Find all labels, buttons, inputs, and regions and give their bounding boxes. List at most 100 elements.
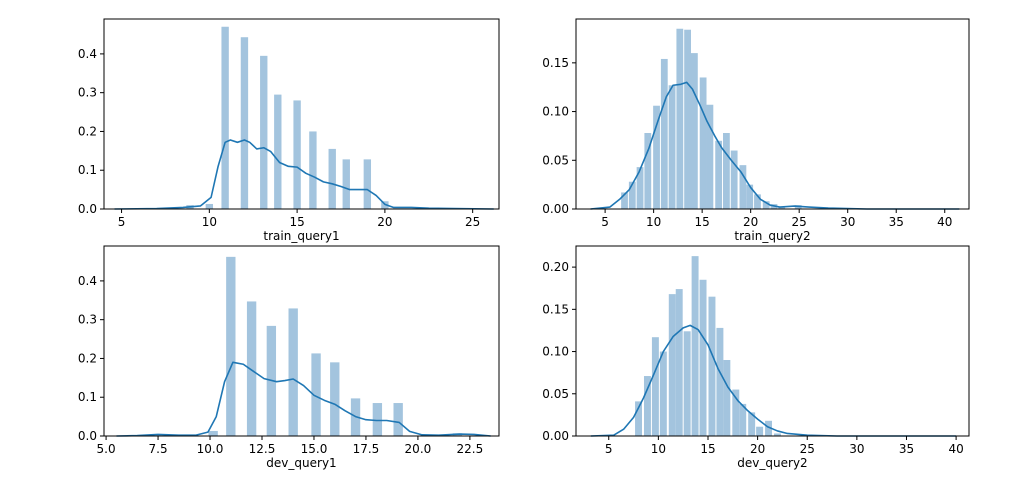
y-tick-label: 0.0 bbox=[78, 202, 97, 216]
x-tick-label: 17.5 bbox=[353, 442, 380, 456]
histogram-bar bbox=[756, 426, 764, 436]
histogram-bar bbox=[716, 327, 724, 436]
histogram-bar bbox=[653, 105, 660, 209]
histogram-bar bbox=[699, 77, 707, 210]
histogram-bar bbox=[328, 148, 336, 209]
axes-frame bbox=[103, 245, 500, 437]
x-axis-label: train_query2 bbox=[734, 229, 810, 243]
y-tick-label: 0.1 bbox=[78, 390, 97, 404]
histogram-bar bbox=[683, 331, 691, 436]
histogram-bar bbox=[342, 159, 350, 209]
histogram-bar bbox=[684, 29, 691, 209]
histogram-bar bbox=[330, 362, 340, 436]
x-tick-label: 10 bbox=[651, 442, 666, 456]
x-tick-label: 35 bbox=[899, 442, 914, 456]
histogram-bar bbox=[708, 296, 716, 436]
x-tick-label: 40 bbox=[937, 215, 952, 229]
x-tick-label: 30 bbox=[849, 442, 864, 456]
y-tick-label: 0.3 bbox=[78, 86, 97, 100]
histogram-bar bbox=[730, 150, 738, 209]
histogram-bar bbox=[293, 100, 301, 209]
x-axis-label: dev_query2 bbox=[737, 456, 807, 470]
histogram-bar bbox=[372, 403, 383, 436]
histogram-bar bbox=[706, 104, 714, 209]
histogram-bar bbox=[675, 289, 683, 436]
histogram-bar bbox=[668, 85, 676, 209]
x-tick-label: 40 bbox=[948, 442, 963, 456]
subplot-1: 5 10 15 20 25 0.0 0.1 0.2 0.3 0.4 train_query1 bbox=[78, 18, 500, 243]
y-tick-label: 0.05 bbox=[542, 387, 569, 401]
y-tick-label: 0.05 bbox=[542, 153, 569, 167]
histogram-bar bbox=[226, 256, 236, 436]
y-tick-label: 0.15 bbox=[542, 56, 569, 70]
histogram-bar bbox=[754, 194, 761, 209]
y-tick-label: 0.10 bbox=[542, 345, 569, 359]
histogram-bar bbox=[668, 294, 676, 436]
x-tick-label: 10.0 bbox=[197, 442, 224, 456]
x-tick-label: 5 bbox=[118, 215, 126, 229]
histogram-bar bbox=[659, 351, 667, 436]
x-tick-label: 10 bbox=[646, 215, 661, 229]
histogram-bar bbox=[621, 192, 628, 209]
histogram-bar bbox=[699, 279, 707, 436]
subplot-4: 5 10 15 20 25 30 35 40 0.00 0.05 0.10 0.15 0.20 dev_q… bbox=[542, 245, 970, 470]
histogram-bar bbox=[311, 353, 321, 436]
histogram-bar bbox=[739, 165, 747, 209]
subplot-3: 5.0 7.5 10.0 12.5 15.0 17.5 20.0 22.5 0.0 0.1 0.2 0… bbox=[78, 245, 500, 470]
histogram-bar bbox=[723, 360, 731, 436]
axes-frame bbox=[575, 245, 970, 437]
histogram-bar bbox=[746, 184, 754, 209]
y-tick-label: 0.20 bbox=[542, 260, 569, 274]
histogram-bar bbox=[636, 167, 644, 209]
x-tick-label: 20 bbox=[750, 442, 765, 456]
x-tick-label: 20 bbox=[377, 215, 392, 229]
x-tick-label: 25 bbox=[800, 442, 815, 456]
histogram-bar bbox=[393, 403, 403, 436]
y-tick-label: 0.15 bbox=[542, 302, 569, 316]
histogram-bar bbox=[715, 140, 723, 209]
kde-line bbox=[590, 324, 957, 437]
y-tick-label: 0.2 bbox=[78, 351, 97, 365]
histogram-bar bbox=[765, 420, 773, 436]
y-tick-label: 0.00 bbox=[542, 202, 569, 216]
x-tick-label: 22.5 bbox=[457, 442, 484, 456]
histogram-bar bbox=[643, 376, 651, 436]
axes-frame bbox=[575, 18, 970, 210]
histogram-bar bbox=[778, 207, 786, 209]
y-tick-label: 0.0 bbox=[78, 429, 97, 443]
histogram-bar bbox=[773, 433, 781, 436]
y-tick-label: 0.4 bbox=[78, 274, 97, 288]
kde-line bbox=[590, 81, 960, 210]
x-tick-label: 25 bbox=[792, 215, 807, 229]
x-tick-label: 5 bbox=[601, 215, 609, 229]
histogram-bar bbox=[691, 256, 699, 436]
histogram-bar bbox=[635, 401, 642, 436]
x-tick-label: 20.0 bbox=[405, 442, 432, 456]
axes-frame bbox=[103, 18, 500, 210]
histogram-bar bbox=[732, 389, 740, 436]
x-tick-label: 12.5 bbox=[249, 442, 276, 456]
kde-line bbox=[116, 361, 491, 437]
kde-line bbox=[114, 139, 494, 210]
x-tick-label: 5 bbox=[605, 442, 613, 456]
x-tick-label: 15 bbox=[695, 215, 710, 229]
x-tick-label: 15.0 bbox=[301, 442, 328, 456]
histogram-bar bbox=[208, 430, 218, 436]
x-axis-label: train_query1 bbox=[263, 229, 339, 243]
histogram-bar bbox=[644, 133, 652, 209]
y-tick-label: 0.10 bbox=[542, 105, 569, 119]
histogram-bar bbox=[676, 28, 684, 209]
x-tick-label: 15 bbox=[289, 215, 304, 229]
histogram-bar bbox=[288, 308, 298, 436]
histogram-bar bbox=[309, 131, 317, 209]
x-axis-label: dev_query1 bbox=[266, 456, 336, 470]
y-tick-label: 0.4 bbox=[78, 47, 97, 61]
subplot-2: 5 10 15 20 25 30 35 40 0.00 0.05 0.10 0.15 train_que… bbox=[542, 18, 970, 243]
histogram-bar bbox=[260, 55, 268, 210]
histogram-bar bbox=[221, 26, 229, 210]
histogram-bar bbox=[246, 301, 257, 436]
histogram-bar bbox=[628, 181, 636, 209]
y-tick-label: 0.2 bbox=[78, 124, 97, 138]
histogram-bar bbox=[762, 201, 770, 209]
